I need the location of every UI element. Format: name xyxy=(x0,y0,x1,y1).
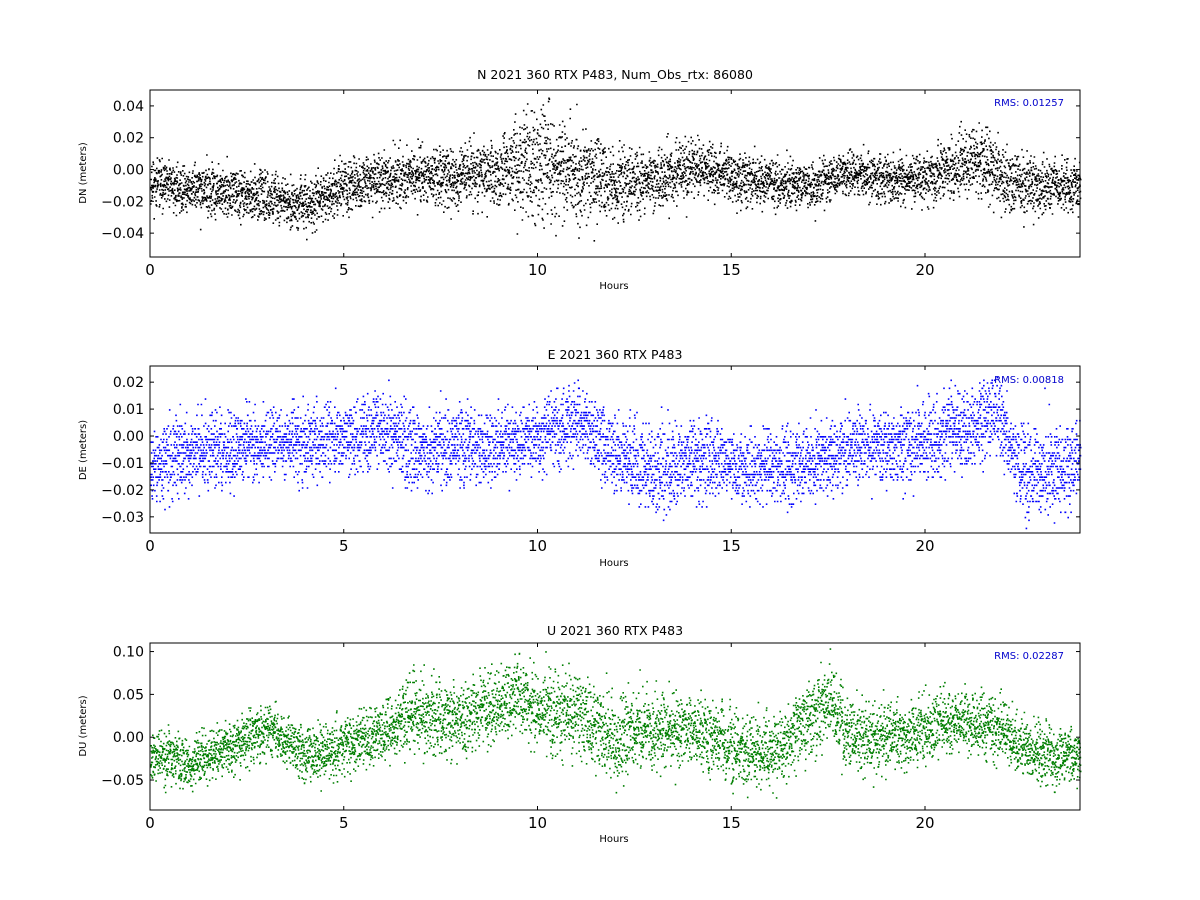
x-tick-label: 0 xyxy=(145,261,155,279)
x-tick-label: 20 xyxy=(915,814,934,832)
panel-title: E 2021 360 RTX P483 xyxy=(548,347,683,362)
x-tick-label: 15 xyxy=(722,261,741,279)
panel-east: E 2021 360 RTX P483 DE (meters) Hours 0 5… xyxy=(78,347,1082,569)
y-tick-label: −0.03 xyxy=(101,510,144,526)
y-tick-label: −0.02 xyxy=(101,194,144,210)
x-tick-label: 10 xyxy=(528,814,547,832)
x-tick-label: 20 xyxy=(915,261,934,279)
panel-north: N 2021 360 RTX P483, Num_Obs_rtx: 86080 … xyxy=(78,67,1082,292)
x-tick-label: 5 xyxy=(339,261,349,279)
x-tick-label: 5 xyxy=(339,537,349,555)
panel-title: N 2021 360 RTX P483, Num_Obs_rtx: 86080 xyxy=(477,67,753,82)
axes-frame xyxy=(149,365,1081,534)
x-axis-label: Hours xyxy=(599,281,628,292)
y-tick-label: 0.04 xyxy=(113,99,144,115)
y-tick-label: 0.00 xyxy=(113,429,144,445)
y-tick-label: −0.02 xyxy=(101,483,144,499)
y-tick-label: 0.00 xyxy=(113,730,144,746)
y-axis-label: DU (meters) xyxy=(78,695,89,756)
data-series xyxy=(150,648,1082,799)
y-tick-label: −0.04 xyxy=(101,226,144,242)
x-tick-label: 10 xyxy=(528,537,547,555)
y-tick-label: 0.02 xyxy=(113,131,144,147)
y-axis-label: DE (meters) xyxy=(78,420,89,480)
panel-up: U 2021 360 RTX P483 DU (meters) Hours 0 5… xyxy=(78,623,1082,845)
x-tick-label: 10 xyxy=(528,261,547,279)
y-tick-label: 0.00 xyxy=(113,163,144,179)
y-tick-label: 0.01 xyxy=(113,402,144,418)
x-axis-label: Hours xyxy=(599,834,628,845)
x-tick-label: 5 xyxy=(339,814,349,832)
x-tick-label: 0 xyxy=(145,537,155,555)
x-tick-label: 15 xyxy=(722,814,741,832)
axes-frame xyxy=(149,89,1081,258)
x-tick-label: 0 xyxy=(145,814,155,832)
axes-frame xyxy=(149,642,1081,811)
x-tick-label: 20 xyxy=(915,537,934,555)
y-tick-label: −0.05 xyxy=(101,773,144,789)
y-tick-label: 0.10 xyxy=(113,645,144,661)
rms-annotation: RMS: 0.02287 xyxy=(994,651,1064,662)
panel-title: U 2021 360 RTX P483 xyxy=(547,623,683,638)
rms-annotation: RMS: 0.01257 xyxy=(994,98,1064,109)
y-tick-label: 0.02 xyxy=(113,375,144,391)
y-tick-label: −0.01 xyxy=(101,456,144,472)
x-tick-label: 15 xyxy=(722,537,741,555)
x-axis-label: Hours xyxy=(599,558,628,569)
rms-annotation: RMS: 0.00818 xyxy=(994,375,1064,386)
y-axis-label: DN (meters) xyxy=(78,142,89,204)
y-tick-label: 0.05 xyxy=(113,687,144,703)
